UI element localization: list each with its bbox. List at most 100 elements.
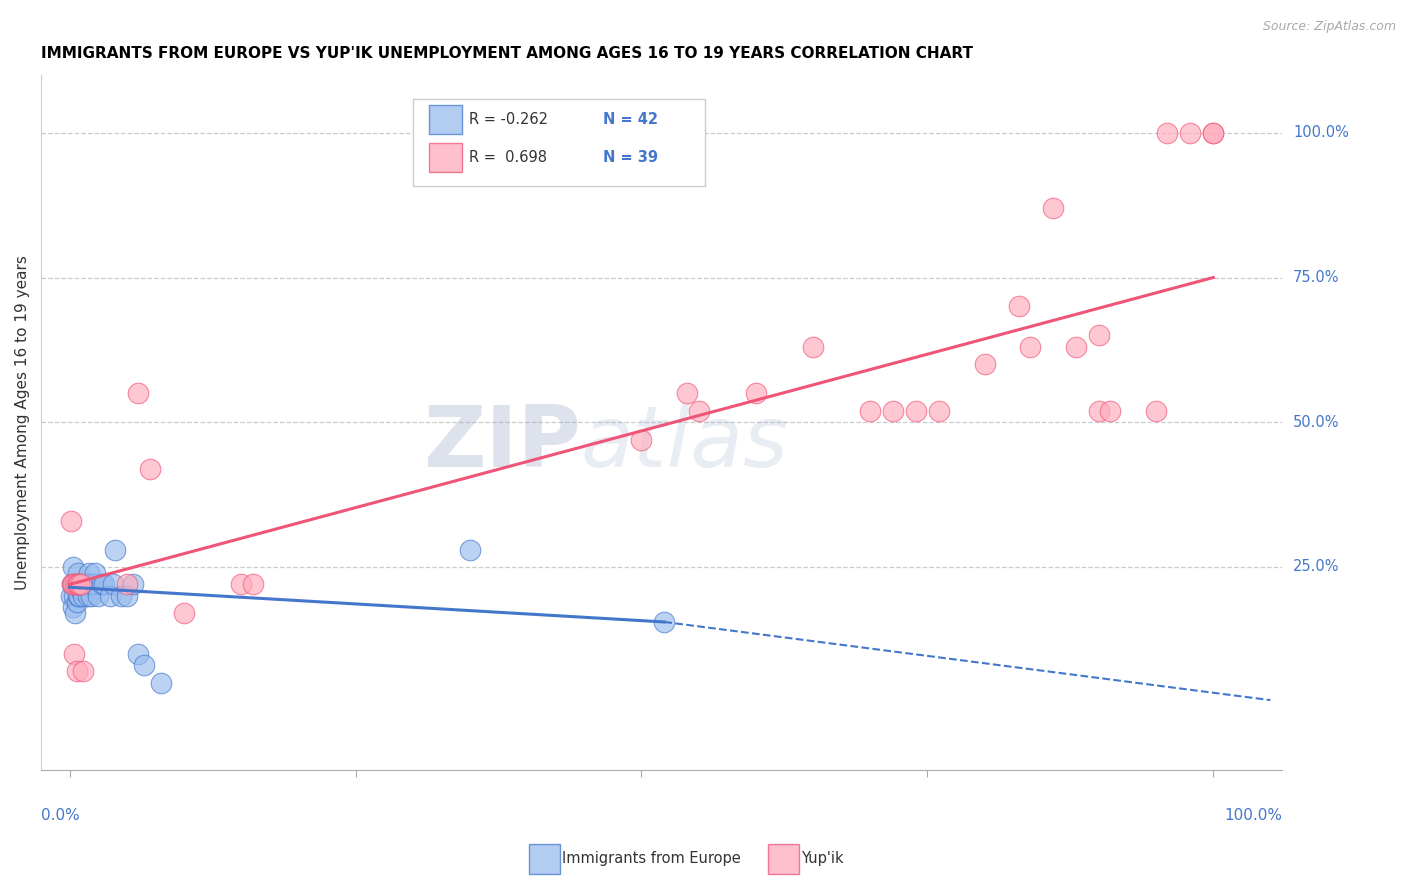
- Point: [231, 577, 253, 591]
- Point: [65, 577, 87, 591]
- Point: [72, 664, 94, 678]
- Point: [115, 577, 138, 591]
- Text: ZIP: ZIP: [423, 401, 581, 484]
- Point: [904, 403, 927, 417]
- Point: [1088, 328, 1111, 343]
- Point: [70, 577, 93, 591]
- Point: [1202, 126, 1225, 140]
- Point: [139, 461, 162, 475]
- Point: [104, 542, 127, 557]
- Point: [1180, 126, 1202, 140]
- Point: [1008, 300, 1031, 314]
- Point: [1156, 126, 1178, 140]
- Point: [72, 589, 94, 603]
- Point: [70, 577, 93, 591]
- Point: [652, 615, 675, 629]
- Point: [69, 577, 91, 591]
- Text: R =  0.698: R = 0.698: [470, 150, 547, 165]
- Point: [1042, 201, 1064, 215]
- Point: [65, 577, 87, 591]
- Text: R = -0.262: R = -0.262: [470, 112, 548, 128]
- Point: [62, 560, 84, 574]
- Point: [80, 589, 103, 603]
- Point: [62, 577, 84, 591]
- Point: [801, 340, 824, 354]
- Point: [242, 577, 264, 591]
- Point: [1099, 403, 1122, 417]
- Point: [132, 658, 155, 673]
- Point: [75, 577, 97, 591]
- Point: [150, 675, 173, 690]
- Text: 50.0%: 50.0%: [1294, 415, 1340, 430]
- Point: [60, 577, 83, 591]
- Text: 75.0%: 75.0%: [1294, 270, 1340, 285]
- Text: Immigrants from Europe: Immigrants from Europe: [562, 852, 741, 866]
- Point: [973, 357, 995, 371]
- Point: [63, 647, 86, 661]
- Point: [101, 577, 124, 591]
- Point: [66, 589, 89, 603]
- Point: [76, 577, 98, 591]
- FancyBboxPatch shape: [413, 99, 704, 186]
- Text: atlas: atlas: [581, 401, 789, 484]
- Point: [458, 542, 481, 557]
- Point: [73, 577, 96, 591]
- Point: [66, 577, 89, 591]
- Text: N = 39: N = 39: [603, 150, 658, 165]
- Point: [1144, 403, 1167, 417]
- Point: [59, 514, 82, 528]
- Point: [67, 577, 90, 591]
- Point: [859, 403, 882, 417]
- Point: [67, 589, 90, 603]
- Point: [676, 386, 699, 401]
- Point: [1088, 403, 1111, 417]
- Point: [66, 566, 89, 580]
- FancyBboxPatch shape: [429, 143, 461, 172]
- Point: [745, 386, 768, 401]
- Text: Source: ZipAtlas.com: Source: ZipAtlas.com: [1263, 20, 1396, 33]
- Point: [1064, 340, 1087, 354]
- Text: IMMIGRANTS FROM EUROPE VS YUP'IK UNEMPLOYMENT AMONG AGES 16 TO 19 YEARS CORRELAT: IMMIGRANTS FROM EUROPE VS YUP'IK UNEMPLO…: [41, 46, 973, 62]
- Text: 100.0%: 100.0%: [1223, 808, 1282, 823]
- Point: [60, 577, 83, 591]
- Point: [98, 589, 121, 603]
- Point: [65, 595, 87, 609]
- Y-axis label: Unemployment Among Ages 16 to 19 years: Unemployment Among Ages 16 to 19 years: [15, 255, 30, 590]
- Point: [115, 589, 138, 603]
- Point: [173, 607, 195, 621]
- Point: [77, 566, 100, 580]
- Text: 0.0%: 0.0%: [41, 808, 80, 823]
- Point: [110, 589, 132, 603]
- Point: [62, 600, 84, 615]
- Point: [82, 577, 104, 591]
- Point: [87, 589, 110, 603]
- Point: [121, 577, 143, 591]
- FancyBboxPatch shape: [429, 105, 461, 135]
- Point: [77, 577, 100, 591]
- Point: [65, 577, 87, 591]
- Text: Yup'ik: Yup'ik: [801, 852, 844, 866]
- Point: [1019, 340, 1042, 354]
- Point: [928, 403, 950, 417]
- Point: [65, 607, 87, 621]
- Point: [77, 589, 100, 603]
- Point: [65, 664, 87, 678]
- Point: [127, 386, 149, 401]
- Point: [65, 577, 87, 591]
- Point: [67, 577, 90, 591]
- Point: [127, 647, 149, 661]
- Text: 25.0%: 25.0%: [1294, 559, 1340, 574]
- Point: [90, 577, 112, 591]
- Point: [1202, 126, 1225, 140]
- Point: [59, 589, 82, 603]
- Point: [83, 566, 105, 580]
- Point: [79, 577, 101, 591]
- Text: N = 42: N = 42: [603, 112, 658, 128]
- Point: [630, 433, 652, 447]
- Point: [882, 403, 904, 417]
- Point: [93, 577, 115, 591]
- Point: [63, 589, 86, 603]
- Point: [72, 577, 94, 591]
- Text: 100.0%: 100.0%: [1294, 125, 1348, 140]
- Point: [70, 583, 93, 598]
